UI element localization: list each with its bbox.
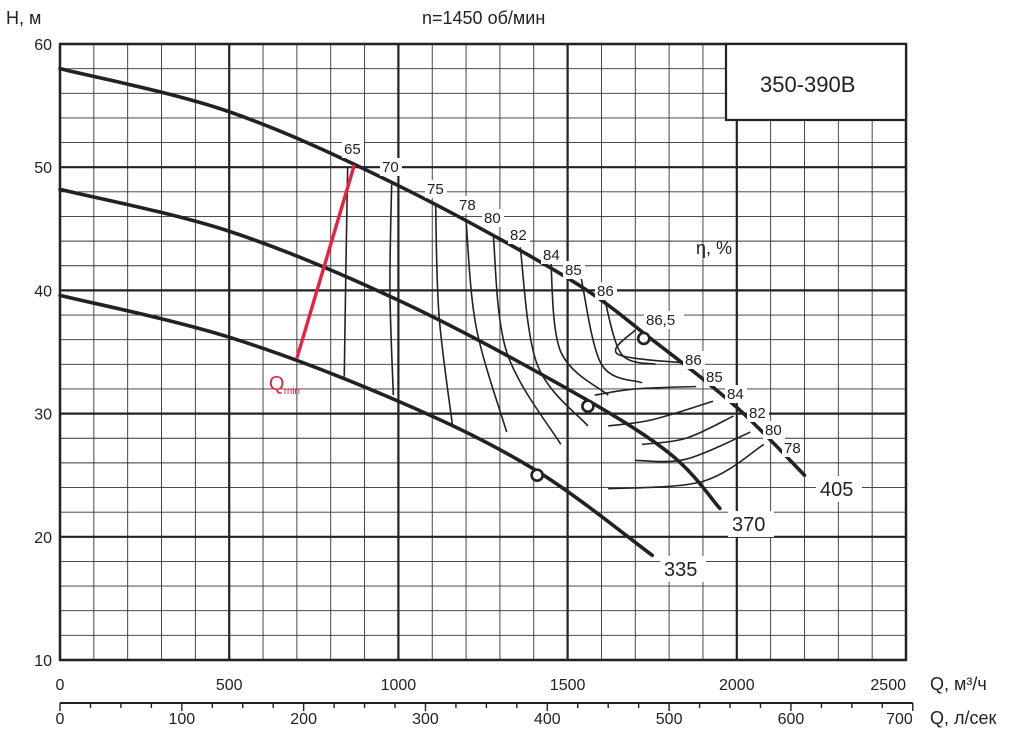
eff-label-top: 70 — [382, 159, 399, 176]
eff-label-right: 86 — [685, 352, 702, 369]
y-tick-label: 30 — [34, 407, 52, 424]
x-tick-label: 1500 — [550, 677, 586, 694]
eff-label-right: 82 — [749, 405, 766, 422]
labels: H, м n=1450 об/мин Q, м³/ч Q, л/сек η, %… — [6, 8, 997, 728]
eff-label-bg — [541, 246, 563, 264]
efficiency-isoline — [641, 415, 734, 446]
eff-label-top: 80 — [484, 210, 501, 227]
efficiency-isoline — [580, 277, 643, 384]
bep-marker — [581, 399, 595, 414]
eff-label-bg — [782, 439, 804, 457]
eff-label-top: 78 — [459, 197, 476, 214]
model-box: 350-390B — [724, 42, 908, 122]
x2-tick-label: 400 — [534, 711, 561, 728]
y-axis-label: H, м — [6, 8, 41, 28]
eff-label-top: 65 — [344, 141, 361, 158]
eff-label-top: 85 — [565, 262, 582, 279]
eff-label-bg — [342, 140, 364, 158]
eff-label-bg — [425, 180, 447, 198]
series-label-370: 370 — [732, 514, 765, 536]
series-label-bg — [660, 556, 706, 582]
curve-335 — [58, 293, 654, 558]
eff-label-bg — [747, 404, 769, 422]
bep-marker — [530, 468, 544, 483]
eff-label-bg — [380, 158, 402, 176]
eff-label-top: 75 — [427, 181, 444, 198]
chart-title: n=1450 об/мин — [422, 8, 545, 28]
efficiency-axis-label: η, % — [696, 238, 732, 258]
eff-label-bg — [457, 196, 479, 214]
efficiency-isoline — [608, 400, 714, 427]
x2-tick-label: 500 — [656, 711, 683, 728]
q-min-line — [295, 164, 357, 359]
x2-tick-label: 300 — [412, 711, 439, 728]
eff-label-top: 86 — [597, 283, 614, 300]
x-tick-label: 1000 — [381, 677, 417, 694]
curve-370 — [58, 187, 722, 511]
q-min-sub: min — [284, 386, 300, 397]
eff-label-top: 84 — [543, 247, 560, 264]
efficiency-isoline — [434, 204, 454, 427]
x2-tick-label: 200 — [290, 711, 317, 728]
x-tick-label: 2500 — [870, 677, 906, 694]
eff-label-right: 78 — [784, 440, 801, 457]
y-tick-label: 20 — [34, 530, 52, 547]
series-label-bg — [816, 476, 862, 502]
series-label-335: 335 — [664, 559, 697, 581]
plot-frame — [58, 42, 908, 662]
curves — [58, 66, 807, 558]
x2-tick-label: 600 — [778, 711, 805, 728]
x-tick-label: 2000 — [719, 677, 755, 694]
eff-label-bg — [508, 226, 530, 244]
x2-tick-label: 700 — [886, 711, 913, 728]
eff-label-bg — [683, 351, 705, 369]
x-axis-label: Q, м³/ч — [930, 674, 987, 694]
y-tick-label: 50 — [34, 160, 52, 177]
x-tick-label: 0 — [56, 677, 65, 694]
y-tick-label: 40 — [34, 283, 52, 300]
q-min-label: Q — [269, 373, 285, 395]
eff-label-bg — [563, 261, 585, 279]
efficiency-isoline — [635, 431, 751, 463]
eff-label-bg — [704, 368, 726, 386]
efficiency-isoline — [608, 443, 765, 490]
eff-label-bg — [644, 311, 684, 329]
eff-label-right: 85 — [706, 369, 723, 386]
efficiency-isoline — [604, 300, 656, 366]
x2-tick-label: 0 — [56, 711, 65, 728]
efficiency-isoline — [594, 385, 697, 396]
eff-label-bg — [763, 421, 785, 439]
eff-label-right: 84 — [727, 386, 744, 403]
efficiency-isoline — [492, 233, 562, 445]
efficiency-isoline — [389, 184, 395, 396]
series-label-405: 405 — [820, 479, 853, 501]
y-tick-label: 10 — [34, 653, 52, 670]
grid — [58, 42, 914, 711]
eff-label-bg — [725, 385, 747, 403]
efficiency-isoline — [549, 259, 609, 396]
y-tick-label: 60 — [34, 37, 52, 54]
series-label-bg — [728, 511, 774, 537]
x2-tick-label: 100 — [168, 711, 195, 728]
eff-label-bg — [595, 282, 617, 300]
model-label: 350-390B — [760, 72, 855, 97]
x-tick-label: 500 — [216, 677, 243, 694]
eff-label-right: 80 — [765, 422, 782, 439]
x2-axis-label: Q, л/сек — [930, 708, 997, 728]
efficiency-isoline — [519, 247, 589, 427]
bep-marker — [636, 331, 651, 346]
eff-label-top: 86,5 — [646, 312, 675, 329]
eff-label-top: 82 — [510, 227, 527, 244]
eff-label-bg — [482, 209, 504, 227]
efficiency-isoline — [465, 221, 508, 433]
